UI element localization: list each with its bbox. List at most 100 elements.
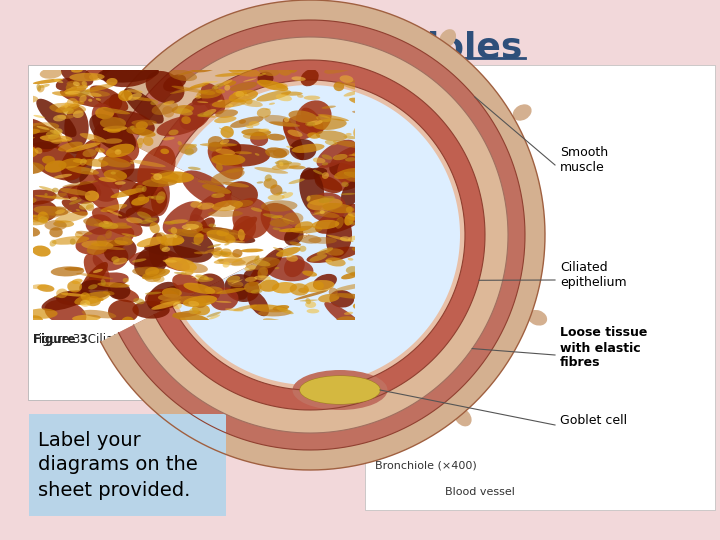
Text: Figure 3  Ciliated epithelium (×1500): Figure 3 Ciliated epithelium (×1500) [33,333,253,346]
Ellipse shape [217,100,222,102]
Ellipse shape [307,198,343,211]
Ellipse shape [308,237,337,244]
Ellipse shape [219,252,228,255]
Ellipse shape [45,220,67,231]
Ellipse shape [151,195,165,200]
Ellipse shape [181,116,191,124]
Ellipse shape [163,75,186,91]
Ellipse shape [211,154,246,165]
Ellipse shape [275,160,292,165]
Ellipse shape [60,90,102,107]
Ellipse shape [84,218,104,227]
Ellipse shape [194,298,207,308]
Ellipse shape [3,214,37,218]
Bar [28,65,360,400]
Ellipse shape [50,103,86,114]
Ellipse shape [289,139,316,160]
Ellipse shape [89,114,136,153]
Ellipse shape [173,302,181,309]
Ellipse shape [192,275,207,278]
Ellipse shape [264,178,277,189]
Ellipse shape [358,291,367,301]
Ellipse shape [201,83,225,114]
Ellipse shape [101,152,135,180]
Ellipse shape [305,298,311,304]
Polygon shape [118,20,525,450]
Ellipse shape [151,177,170,216]
Ellipse shape [91,240,128,247]
Ellipse shape [283,118,305,160]
Ellipse shape [300,300,318,301]
Ellipse shape [13,262,32,275]
Ellipse shape [300,167,327,180]
Ellipse shape [35,132,81,154]
Text: Bronchiole (×400): Bronchiole (×400) [375,460,477,470]
Ellipse shape [239,61,274,66]
Ellipse shape [150,173,182,181]
Ellipse shape [80,133,107,143]
Ellipse shape [317,140,356,168]
Ellipse shape [79,280,111,298]
Ellipse shape [130,162,134,164]
Ellipse shape [42,156,55,164]
Ellipse shape [243,269,261,282]
Ellipse shape [160,284,220,305]
Ellipse shape [263,213,280,218]
Ellipse shape [211,193,225,198]
Ellipse shape [66,80,86,87]
Ellipse shape [64,102,68,109]
Ellipse shape [89,85,128,112]
Ellipse shape [45,160,66,173]
Ellipse shape [137,138,144,145]
Ellipse shape [357,288,379,295]
Ellipse shape [235,151,252,154]
Ellipse shape [263,318,295,329]
Text: Blood vessel: Blood vessel [445,487,515,497]
Ellipse shape [129,251,173,268]
Ellipse shape [341,272,359,279]
Ellipse shape [207,312,221,318]
Ellipse shape [63,180,98,187]
Ellipse shape [65,91,81,94]
Ellipse shape [55,104,80,112]
Ellipse shape [194,96,201,99]
Ellipse shape [49,137,62,144]
Ellipse shape [324,302,369,336]
Ellipse shape [119,55,136,62]
Ellipse shape [37,285,55,292]
Ellipse shape [246,98,253,104]
Ellipse shape [217,139,241,158]
Ellipse shape [211,251,240,258]
Ellipse shape [222,261,230,268]
Ellipse shape [285,328,298,333]
Ellipse shape [272,305,289,311]
Ellipse shape [228,240,245,242]
Ellipse shape [76,273,113,279]
Ellipse shape [53,114,66,122]
Ellipse shape [229,90,258,103]
Ellipse shape [93,245,128,271]
Ellipse shape [153,173,162,180]
Ellipse shape [70,197,78,201]
Ellipse shape [72,279,83,284]
Ellipse shape [235,65,245,71]
Ellipse shape [258,66,279,76]
Ellipse shape [513,104,531,121]
Ellipse shape [69,199,82,205]
Ellipse shape [334,293,366,299]
Ellipse shape [132,127,156,137]
Ellipse shape [84,159,109,167]
Ellipse shape [329,290,354,308]
Ellipse shape [348,258,354,261]
Ellipse shape [222,60,258,63]
Ellipse shape [225,233,234,242]
Ellipse shape [241,129,271,136]
Ellipse shape [309,192,346,222]
Ellipse shape [299,246,306,252]
Ellipse shape [184,144,197,149]
Ellipse shape [353,303,363,309]
Ellipse shape [351,246,378,253]
Ellipse shape [158,294,181,301]
Ellipse shape [70,239,76,245]
Ellipse shape [156,115,204,136]
